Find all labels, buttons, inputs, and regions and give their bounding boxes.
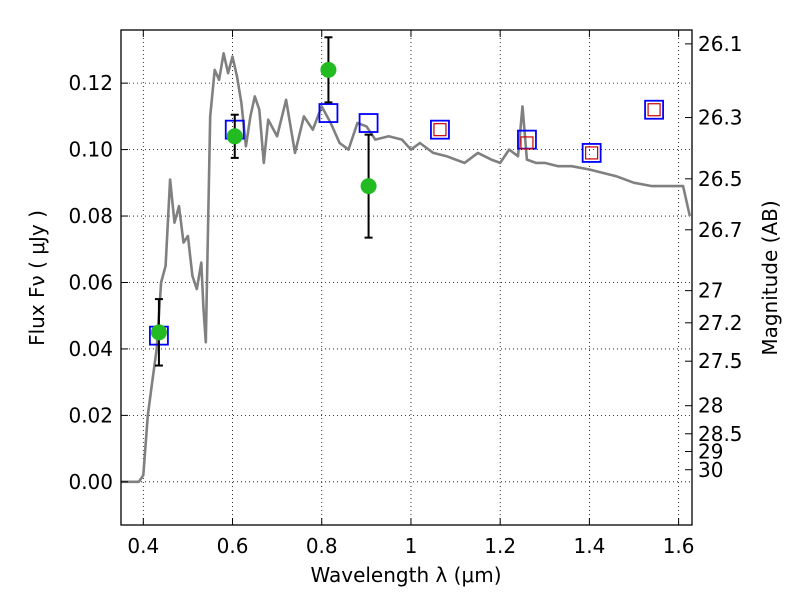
- right-tick-label: 28.5: [698, 422, 743, 446]
- y-tick-label: 0.10: [68, 138, 113, 162]
- right-tick-label: 29: [698, 440, 723, 464]
- x-axis-label: Wavelength λ (μm): [310, 563, 501, 587]
- right-tick-label: 26.1: [698, 32, 743, 56]
- observed-flux-square: [520, 136, 534, 150]
- y-tick-label: 0.02: [68, 403, 113, 427]
- model-flux-square: [644, 99, 664, 120]
- x-tick-label: 1.6: [663, 534, 695, 558]
- grid: [121, 30, 692, 525]
- photometry-point: [320, 61, 337, 78]
- model-flux-square: [318, 103, 339, 123]
- y-tick-label: 0.06: [68, 270, 113, 294]
- x-tick-label: 0.6: [217, 534, 249, 558]
- y-tick-label: 0.12: [68, 71, 113, 95]
- right-tick-label: 28: [698, 394, 723, 418]
- plot-series: [121, 36, 692, 484]
- right-tick-label: 30: [698, 458, 723, 482]
- observed-flux-square: [647, 103, 661, 117]
- photometry-point: [150, 324, 167, 341]
- right-tick-label: 26.5: [698, 167, 743, 191]
- y-tick-label: 0.00: [68, 470, 113, 494]
- right-tick-label: 27: [698, 279, 723, 303]
- photometry-point: [226, 128, 243, 145]
- y-tick-label: 0.08: [68, 204, 113, 228]
- model-flux-square: [358, 113, 379, 133]
- y-axis-right-label: Magnitude (AB): [758, 200, 782, 355]
- right-tick-label: 26.7: [698, 218, 743, 242]
- x-tick-label: 1.4: [573, 534, 605, 558]
- y-tick-label: 0.04: [68, 337, 113, 361]
- plot-frame: [120, 29, 693, 526]
- observed-flux-square: [433, 123, 447, 137]
- x-tick-label: 1: [405, 534, 418, 558]
- right-tick-label: 27.2: [698, 311, 743, 335]
- y-axis-label: Flux Fν ( μJy ): [25, 210, 49, 346]
- right-tick-label: 27.5: [698, 349, 743, 373]
- photometry-point: [360, 178, 377, 195]
- model-spectrum-line: [121, 51, 692, 484]
- x-tick-label: 0.4: [127, 534, 159, 558]
- model-flux-square: [581, 143, 602, 163]
- right-tick-label: 26.3: [698, 106, 743, 130]
- x-tick-label: 1.2: [484, 534, 516, 558]
- observed-flux-square: [585, 146, 599, 160]
- model-flux-square: [430, 119, 450, 140]
- ticks: 0.4 0.6 0.8 1 1.2 1.4 1.6 0.00 0.02 0.04 0.06 0.08 0…: [68, 30, 743, 558]
- x-tick-label: 0.8: [306, 534, 338, 558]
